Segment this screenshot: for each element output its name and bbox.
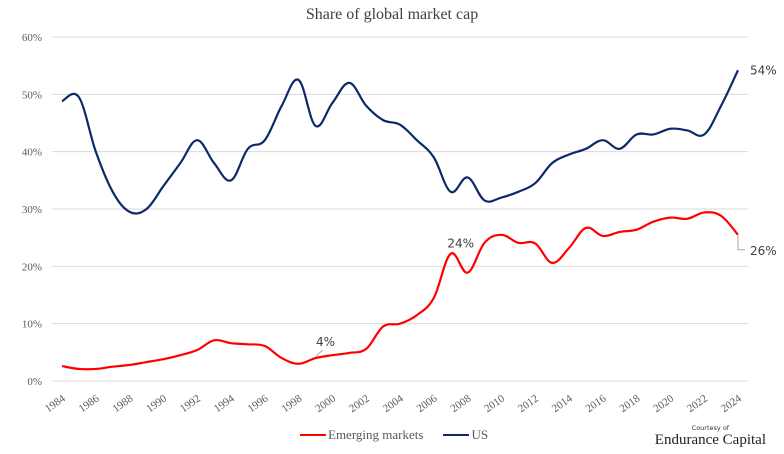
legend-item-emerging-markets[interactable]: Emerging markets bbox=[300, 427, 423, 443]
credit: Courtesy of Endurance Capital bbox=[655, 424, 766, 448]
credit-prefix: Courtesy of bbox=[691, 424, 730, 432]
x-tick-label: 2018 bbox=[617, 392, 642, 415]
x-axis-ticks: 1984 1986 1988 1990 1992 1994 1996 1998 2000 2002… bbox=[43, 392, 744, 415]
legend-swatch-emerging-markets bbox=[300, 433, 326, 437]
y-axis-ticks: 0% 10% 20% 30% 40% 50% 60% bbox=[22, 32, 42, 388]
x-tick-label: 2002 bbox=[347, 393, 372, 415]
annotation-label: 26% bbox=[750, 244, 777, 258]
series-line-emerging-markets bbox=[61, 211, 739, 371]
y-tick-label: 10% bbox=[22, 319, 42, 331]
x-tick-label: 1994 bbox=[212, 392, 237, 415]
y-tick-label: 40% bbox=[22, 147, 42, 159]
credit-name: Endurance Capital bbox=[654, 432, 766, 448]
gridlines bbox=[52, 36, 748, 382]
x-tick-label: 2014 bbox=[550, 392, 575, 415]
legend-item-us[interactable]: US bbox=[443, 427, 488, 443]
x-tick-label: 2012 bbox=[516, 393, 541, 415]
chart-title: Share of global market cap bbox=[306, 6, 478, 23]
annotation-label: 4% bbox=[316, 335, 335, 349]
y-tick-label: 60% bbox=[22, 32, 42, 44]
y-tick-label: 50% bbox=[22, 89, 42, 101]
x-tick-label: 2006 bbox=[415, 392, 440, 415]
x-tick-label: 2004 bbox=[381, 392, 406, 415]
x-tick-label: 1988 bbox=[110, 392, 135, 415]
x-tick-label: 1984 bbox=[43, 392, 68, 415]
x-tick-label: 2024 bbox=[719, 392, 744, 415]
annotation-leader bbox=[315, 349, 323, 358]
y-tick-label: 0% bbox=[27, 376, 42, 388]
annotation-label: 24% bbox=[447, 237, 474, 251]
annotations: 4% 24% 54% 26% bbox=[315, 63, 777, 358]
y-tick-label: 30% bbox=[22, 204, 42, 216]
series-lines bbox=[61, 69, 739, 371]
x-tick-label: 2010 bbox=[482, 392, 507, 415]
x-tick-label: 2008 bbox=[448, 392, 473, 415]
x-tick-label: 1992 bbox=[178, 393, 203, 415]
annotation-leader bbox=[737, 235, 745, 251]
x-tick-label: 1990 bbox=[144, 392, 169, 415]
legend: Emerging markets US bbox=[300, 427, 488, 443]
y-tick-label: 20% bbox=[22, 261, 42, 273]
legend-swatch-us bbox=[443, 433, 470, 437]
x-tick-label: 2000 bbox=[313, 392, 338, 415]
x-tick-label: 2020 bbox=[651, 392, 676, 415]
x-tick-label: 1996 bbox=[246, 392, 271, 415]
annotation-label: 54% bbox=[750, 63, 777, 77]
x-tick-label: 2022 bbox=[685, 393, 710, 415]
x-tick-label: 1986 bbox=[77, 392, 102, 415]
x-tick-label: 2016 bbox=[584, 392, 609, 415]
x-tick-label: 1998 bbox=[279, 392, 304, 415]
legend-label-emerging-markets: Emerging markets bbox=[328, 427, 424, 442]
series-line-us bbox=[61, 69, 739, 215]
legend-label-us: US bbox=[471, 427, 489, 442]
